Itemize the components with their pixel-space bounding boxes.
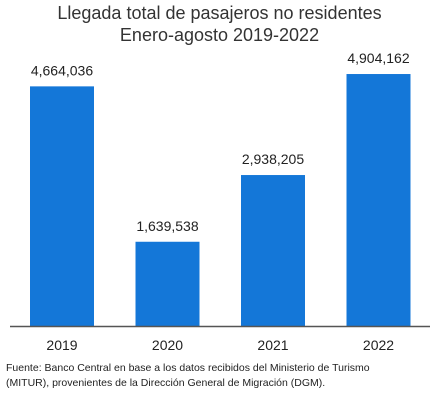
data-label-2022: 4,904,162 xyxy=(347,50,409,66)
chart-subtitle: Enero-agosto 2019-2022 xyxy=(119,25,320,45)
x-tick-label-2020: 2020 xyxy=(152,337,183,353)
source-line-1: Fuente: Banco Central en base a los dato… xyxy=(6,362,370,374)
data-label-2020: 1,639,538 xyxy=(136,218,198,234)
bar-2019 xyxy=(30,86,94,326)
source-note: Fuente: Banco Central en base a los dato… xyxy=(6,361,436,391)
x-tick-label-2021: 2021 xyxy=(257,337,288,353)
x-tick-label-2022: 2022 xyxy=(363,337,394,353)
x-tick-label-2019: 2019 xyxy=(46,337,77,353)
bar-2020 xyxy=(135,241,200,326)
bar-2021 xyxy=(241,175,305,326)
data-label-2019: 4,664,036 xyxy=(31,62,93,78)
chart-title: Llegada total de pasajeros no residentes xyxy=(57,3,382,23)
data-label-2021: 2,938,205 xyxy=(242,151,304,167)
bar-2022 xyxy=(346,74,411,326)
source-line-2: (MITUR), provenientes de la Dirección Ge… xyxy=(6,377,326,389)
